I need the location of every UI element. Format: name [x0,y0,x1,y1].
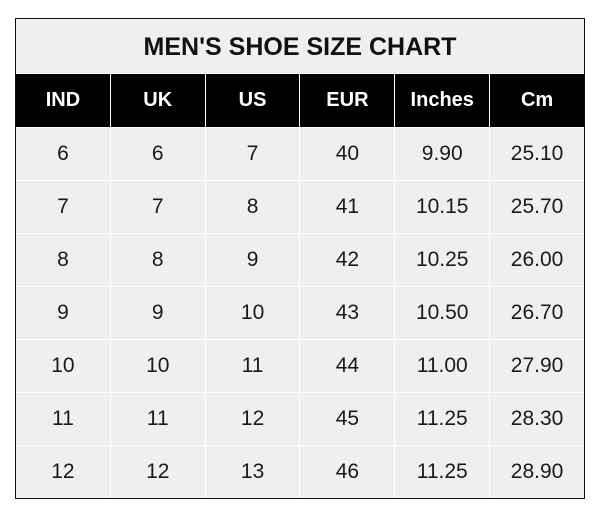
table-cell-us: 10 [204,287,300,339]
table-cell-cm: 25.10 [489,128,584,180]
header-row: IND UK US EUR Inches Cm [16,74,584,127]
table-cell-us: 12 [204,393,300,445]
table-cell-eur: 42 [299,234,394,286]
table-cell-uk: 9 [109,287,205,339]
table-cell-inches: 11.25 [394,393,489,445]
table-cell-inches: 10.15 [394,181,489,233]
table-cell-cm: 25.70 [489,181,584,233]
table-cell-us: 9 [204,234,300,286]
table-cell-eur: 40 [299,128,394,180]
table-cell-eur: 41 [299,181,394,233]
table-cell-uk: 7 [109,181,205,233]
table-row: 10 10 11 44 11.00 27.90 [16,339,584,392]
table-cell-eur: 45 [299,393,394,445]
table-cell-cm: 26.70 [489,287,584,339]
table-row: 6 6 7 40 9.90 25.10 [16,127,584,180]
column-header-ind: IND [45,89,81,111]
table-cell-cm: 28.30 [489,393,584,445]
table-cell-us: 11 [204,340,300,392]
table-cell-inches: 10.50 [394,287,489,339]
table-cell-inches: 10.25 [394,234,489,286]
table-cell-ind: 12 [51,460,75,483]
table-cell-uk: 11 [109,393,205,445]
table-body: 6 6 7 40 9.90 25.10 7 7 8 41 10.15 25.70 8 8 9 42 10.25 2… [16,127,584,498]
table-cell-ind: 9 [57,301,69,324]
table-cell-us: 7 [204,128,300,180]
table-cell-ind: 11 [52,407,74,430]
table-cell-eur: 46 [299,446,394,498]
column-header-us: US [204,74,300,127]
table-title: MEN'S SHOE SIZE CHART [16,19,584,74]
table-cell-ind: 6 [57,142,69,165]
table-cell-cm: 27.90 [489,340,584,392]
table-row: 7 7 8 41 10.15 25.70 [16,180,584,233]
column-header-uk: UK [109,74,205,127]
table-row: 8 8 9 42 10.25 26.00 [16,233,584,286]
size-chart-table: MEN'S SHOE SIZE CHART IND UK US EUR Inches Cm… [15,18,585,499]
table-cell-uk: 12 [109,446,205,498]
table-cell-inches: 11.25 [394,446,489,498]
table-cell-eur: 43 [299,287,394,339]
table-cell-cm: 28.90 [489,446,584,498]
table-row: 12 12 13 46 11.25 28.90 [16,445,584,498]
column-header-eur: EUR [299,74,394,127]
column-header-inches: Inches [394,74,489,127]
table-row: 9 9 10 43 10.50 26.70 [16,286,584,339]
table-cell-ind: 8 [57,248,69,271]
table-cell-uk: 6 [109,128,205,180]
table-cell-us: 8 [204,181,300,233]
table-cell-us: 13 [204,446,300,498]
table-cell-inches: 11.00 [394,340,489,392]
table-cell-ind: 7 [57,195,69,218]
table-cell-inches: 9.90 [394,128,489,180]
table-cell-cm: 26.00 [489,234,584,286]
table-cell-uk: 8 [109,234,205,286]
table-row: 11 11 12 45 11.25 28.30 [16,392,584,445]
table-cell-ind: 10 [51,354,75,377]
column-header-cm: Cm [489,74,584,127]
table-cell-uk: 10 [109,340,205,392]
table-cell-eur: 44 [299,340,394,392]
